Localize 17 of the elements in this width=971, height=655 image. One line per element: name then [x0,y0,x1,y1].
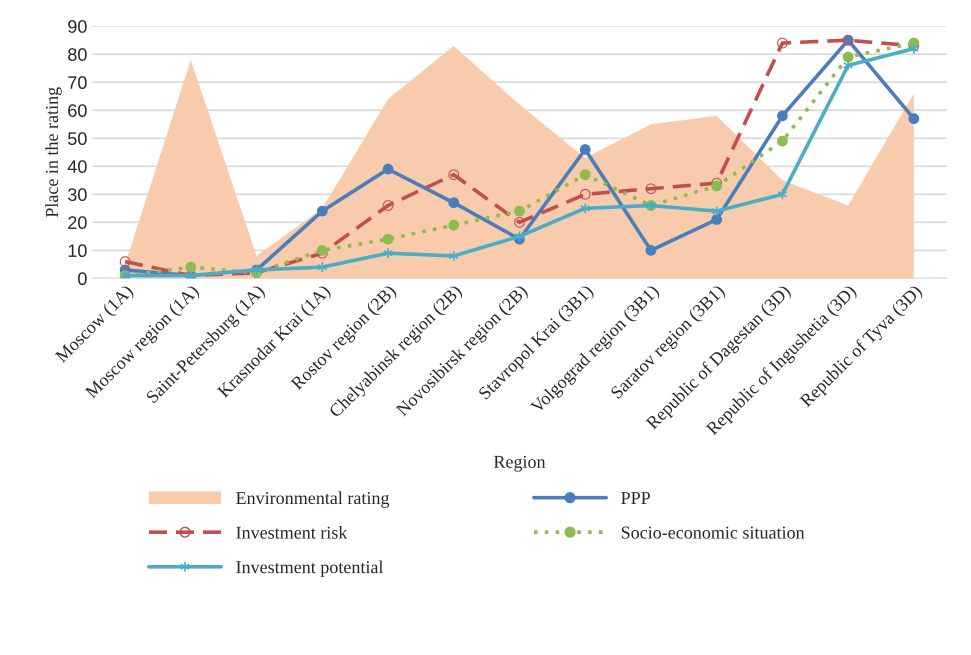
y-tick-label: 30 [68,188,87,202]
y-tick-label: 80 [68,48,87,61]
y-axis-title: Place in the rating [45,87,62,218]
y-tick-label: 60 [68,104,87,117]
y-tick-label: 90 [68,20,87,33]
y-tick-label: 70 [68,76,87,89]
legend-label: Socio-economic situation [622,526,804,539]
legend-label: Investment risk [236,526,348,539]
legend-label: Environmental rating [236,491,390,508]
legend-label: PPP [621,492,650,504]
y-tick-label: 0 [78,272,87,286]
y-tick-label: 40 [68,160,87,174]
legend-label: Investment potential [236,560,384,577]
y-tick-label: 10 [68,244,87,258]
y-tick-label: 50 [68,132,87,145]
x-axis-title: Region [494,456,546,472]
y-tick-label: 20 [68,216,87,230]
